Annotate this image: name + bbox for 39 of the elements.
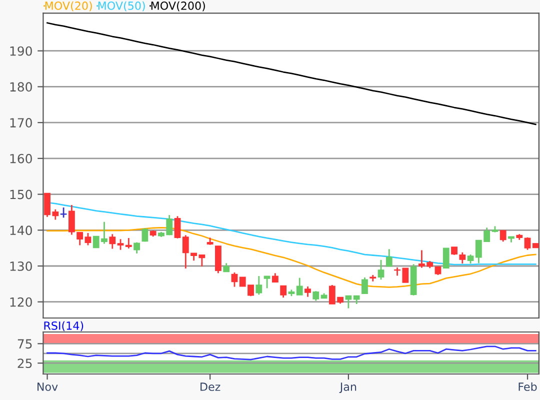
y-tick-label: 180	[10, 82, 32, 92]
candlestick	[280, 285, 287, 298]
y-tick-label: 160	[10, 154, 32, 164]
legend-label: MOV(20)	[45, 1, 92, 12]
candlestick	[109, 233, 116, 250]
candlestick	[378, 259, 384, 280]
y-tick-label: 130	[10, 261, 32, 271]
candlestick	[362, 276, 368, 294]
candlestick	[304, 286, 311, 298]
legend-label: MOV(200)	[151, 1, 205, 12]
candlestick	[174, 215, 181, 240]
candlestick	[84, 232, 92, 246]
candlestick	[524, 236, 531, 251]
y-tick-label: 170	[10, 118, 32, 128]
candlestick	[312, 290, 320, 302]
line-series	[46, 346, 536, 360]
x-tick-label: Jan	[339, 382, 356, 393]
y-tick-label: 25	[18, 358, 32, 368]
candlestick	[500, 230, 506, 242]
y-tick-label: 150	[10, 190, 32, 200]
y-tick-label: 190	[10, 46, 32, 56]
candlestick	[256, 275, 262, 296]
x-tick-label: Dez	[200, 382, 220, 391]
candlestick	[264, 275, 270, 289]
candlestick	[117, 238, 124, 251]
candlestick	[231, 272, 238, 288]
x-tick-label: Feb	[518, 382, 537, 391]
legend-label: MOV(50)	[98, 1, 145, 12]
y-tick-label: 140	[10, 226, 32, 236]
y-tick-label: 120	[10, 297, 32, 307]
y-tick-label: 75	[18, 339, 32, 349]
line-series	[46, 22, 536, 126]
candlestick	[386, 248, 392, 268]
candlestick	[125, 237, 132, 250]
candlestick	[442, 248, 450, 269]
x-tick-label: Nov	[38, 382, 58, 391]
chart-title: RSI(14)	[44, 321, 84, 332]
candlestick	[296, 277, 303, 296]
candlestick	[459, 252, 466, 264]
